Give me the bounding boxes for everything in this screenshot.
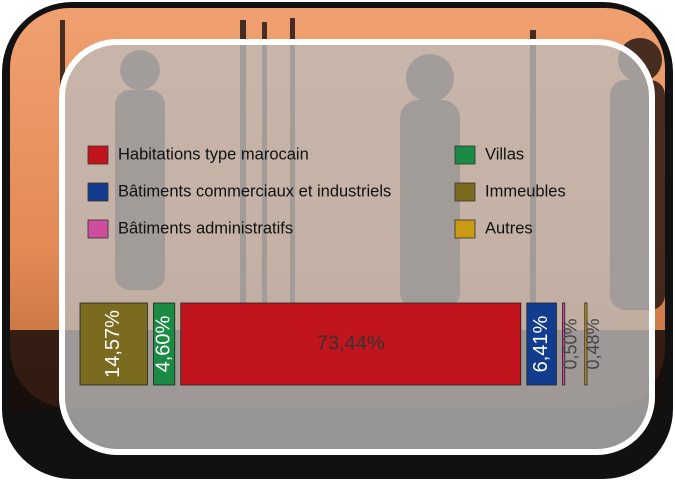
bar-segment: [584, 302, 588, 386]
legend: Habitations type marocain Bâtiments comme…: [87, 145, 566, 239]
bar-segment: [180, 302, 522, 386]
bar-segment: [562, 302, 566, 386]
legend-swatch: [454, 182, 476, 202]
value-label: 6,41%: [530, 315, 552, 372]
legend-swatch: [454, 145, 476, 165]
legend-swatch: [87, 219, 109, 239]
legend-label: Bâtiments administratifs: [118, 219, 293, 237]
value-label: 73,44%: [317, 332, 385, 354]
bar-segment: [79, 302, 148, 386]
legend-label: Bâtiments commerciaux et industriels: [118, 182, 391, 200]
legend-label: Villas: [485, 145, 524, 163]
legend-label: Autres: [485, 219, 533, 237]
legend-swatch: [87, 145, 109, 165]
value-label: 4,60%: [152, 315, 174, 372]
value-label: 0,48%: [583, 318, 603, 369]
panel: [59, 39, 655, 455]
value-label: 14,57%: [102, 310, 124, 378]
bar-group: 14,57% 4,60% 73,44% 6,41% 0,50% 0,48%: [79, 302, 603, 386]
bar-segment: [526, 302, 557, 386]
legend-swatch: [87, 182, 109, 202]
legend-label: Habitations type marocain: [118, 145, 309, 163]
bar-segment: [153, 302, 176, 386]
value-label: 0,50%: [561, 318, 581, 369]
legend-swatch: [454, 219, 476, 239]
legend-label: Immeubles: [485, 182, 566, 200]
